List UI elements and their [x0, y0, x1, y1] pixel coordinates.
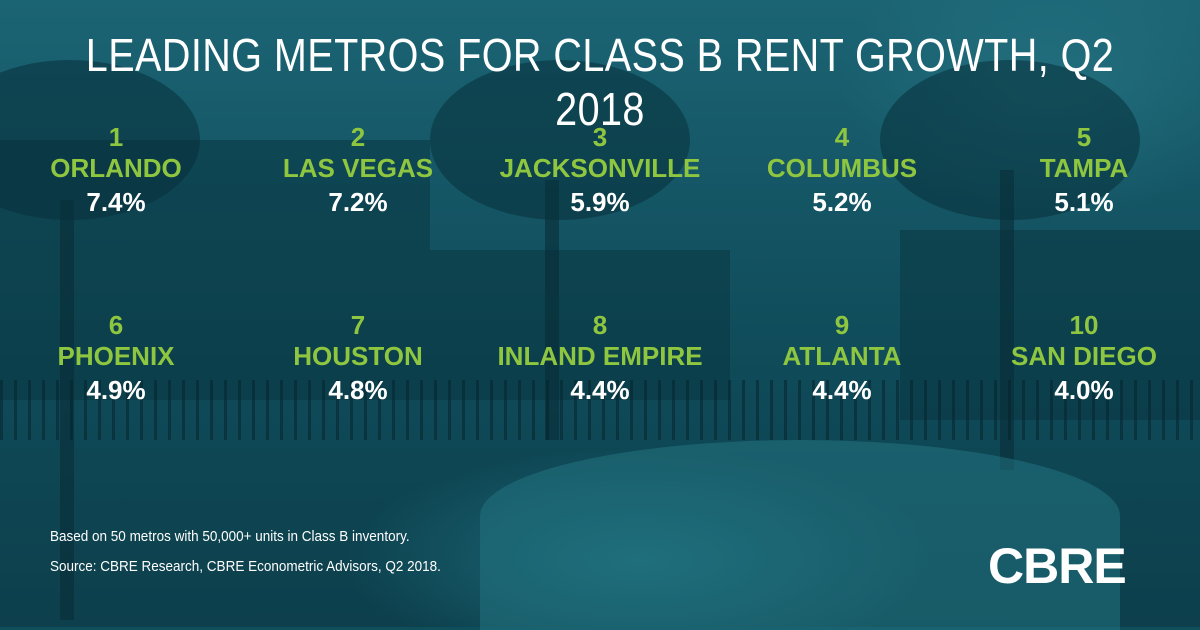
building-silhouette-center	[430, 250, 730, 400]
rank-number: 6	[108, 310, 124, 340]
growth-value: 4.0%	[1054, 375, 1114, 405]
growth-value: 7.2%	[328, 187, 388, 217]
metro-name: SAN DIEGO	[1011, 341, 1157, 371]
fence	[0, 380, 1200, 440]
rankings-row-bottom: 6 PHOENIX 4.9% 7 HOUSTON 4.8% 8 INLAND E…	[0, 310, 1200, 420]
basis-note: Based on 50 metros with 50,000+ units in…	[50, 528, 410, 545]
growth-value: 5.2%	[812, 187, 872, 217]
metro-name: LAS VEGAS	[282, 153, 434, 183]
palm-trunk-center	[545, 180, 559, 440]
metro-name: ORLANDO	[50, 153, 182, 183]
metro-name: ATLANTA	[782, 341, 902, 371]
rank-number: 3	[592, 122, 608, 152]
page-title: LEADING METROS FOR CLASS B RENT GROWTH, …	[85, 29, 1115, 135]
metro-name: JACKSONVILLE	[499, 153, 701, 183]
metro-name: HOUSTON	[293, 341, 423, 371]
metro-name: INLAND EMPIRE	[497, 341, 703, 371]
ranking-item: 8 INLAND EMPIRE 4.4%	[480, 310, 720, 408]
growth-value: 4.9%	[86, 375, 146, 405]
ranking-item: 9 ATLANTA 4.4%	[722, 310, 962, 408]
rank-number: 7	[350, 310, 366, 340]
rank-number: 4	[834, 122, 850, 152]
rank-number: 5	[1076, 122, 1092, 152]
rank-number: 9	[834, 310, 850, 340]
metro-name: PHOENIX	[57, 341, 175, 371]
palm-crown-left	[0, 60, 200, 220]
palm-crown-right	[880, 60, 1140, 220]
footnotes: Based on 50 metros with 50,000+ units in…	[50, 522, 441, 582]
cbre-logo: CBRE	[988, 538, 1127, 594]
rank-number: 2	[350, 122, 366, 152]
rank-number: 10	[1069, 310, 1099, 340]
source-note: Source: CBRE Research, CBRE Econometric …	[50, 558, 441, 575]
growth-value: 4.4%	[570, 375, 630, 405]
growth-value: 4.8%	[328, 375, 388, 405]
growth-value: 5.9%	[570, 187, 630, 217]
rank-number: 8	[592, 310, 608, 340]
ranking-item: 5 TAMPA 5.1%	[964, 122, 1200, 220]
metro-name: COLUMBUS	[766, 153, 918, 183]
rank-number: 1	[108, 122, 124, 152]
ranking-item: 1 ORLANDO 7.4%	[0, 122, 236, 220]
metro-name: TAMPA	[1039, 153, 1129, 183]
ranking-item: 3 JACKSONVILLE 5.9%	[480, 122, 720, 220]
pool	[480, 440, 1120, 630]
growth-value: 4.4%	[812, 375, 872, 405]
ranking-item: 4 COLUMBUS 5.2%	[722, 122, 962, 220]
ranking-item: 10 SAN DIEGO 4.0%	[964, 310, 1200, 408]
ranking-item: 2 LAS VEGAS 7.2%	[238, 122, 478, 220]
ranking-item: 6 PHOENIX 4.9%	[0, 310, 236, 408]
rankings-row-top: 1 ORLANDO 7.4% 2 LAS VEGAS 7.2% 3 JACKSO…	[0, 122, 1200, 232]
growth-value: 5.1%	[1054, 187, 1114, 217]
palm-crown-center	[430, 60, 690, 220]
ranking-item: 7 HOUSTON 4.8%	[238, 310, 478, 408]
growth-value: 7.4%	[86, 187, 146, 217]
